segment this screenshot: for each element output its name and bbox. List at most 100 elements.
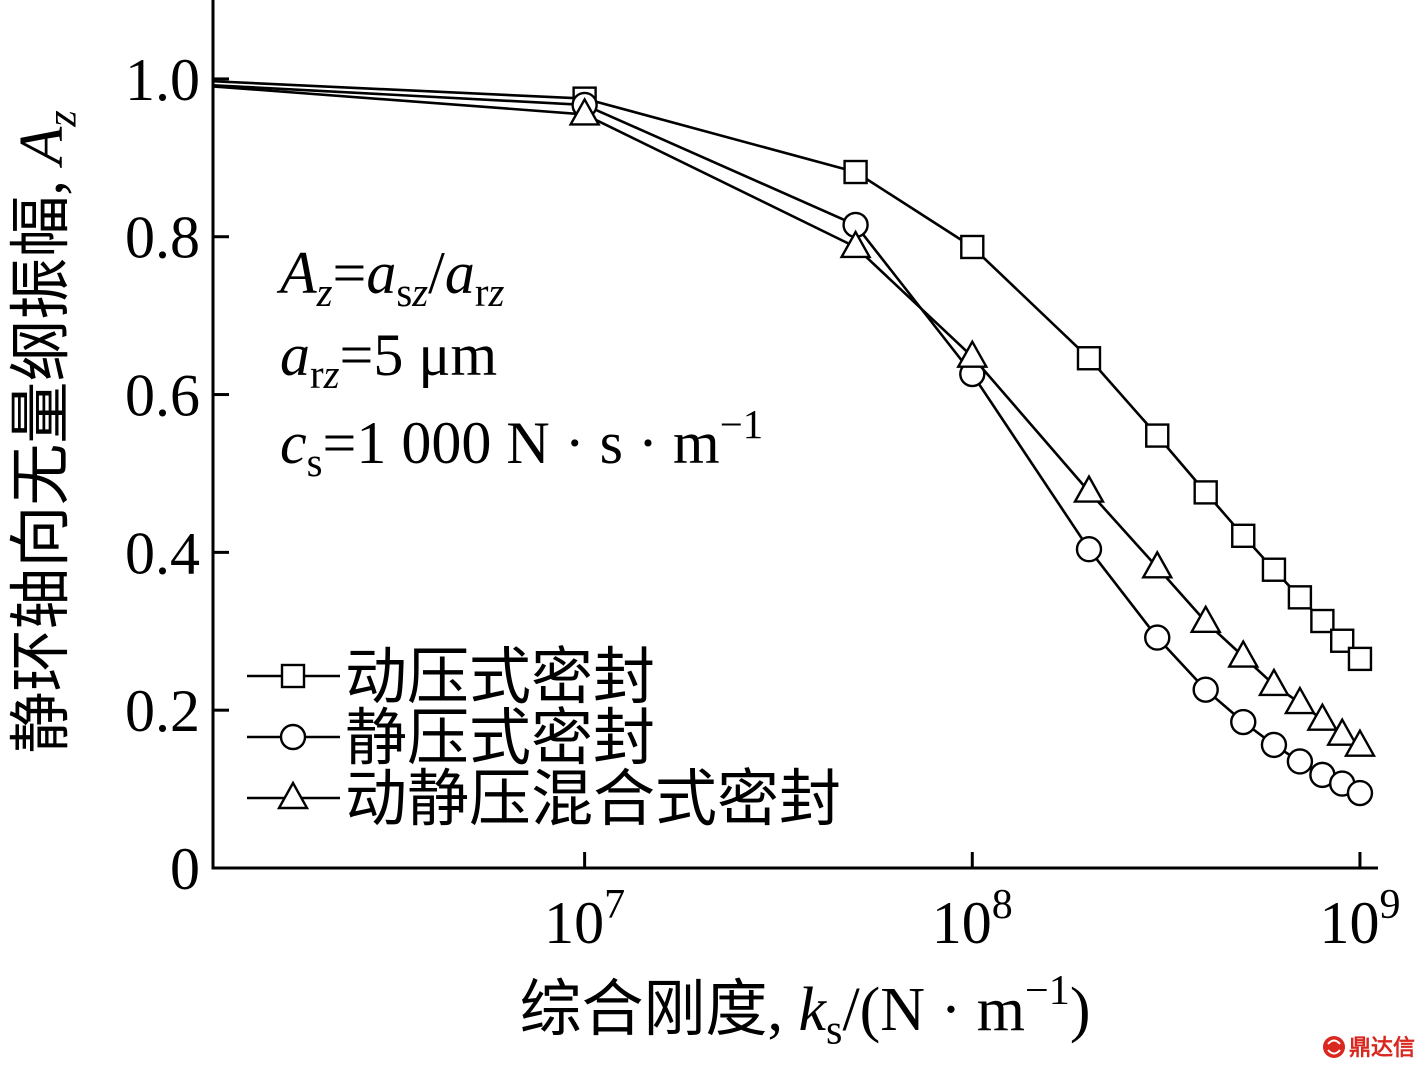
annotation-line: Az=asz/arz (276, 240, 504, 315)
data-point-square (1076, 346, 1102, 371)
label-text-segment: k (798, 976, 827, 1044)
y-tick-label: 0.8 (125, 205, 200, 271)
data-point-square (1287, 585, 1313, 610)
subscript-text: z (487, 270, 504, 315)
legend-entry: 动压式密封 (247, 644, 655, 712)
y-axis-label: 静环轴向无量纲振幅, Az (8, 110, 86, 753)
data-point-circle (1260, 731, 1288, 759)
data-point-triangle (568, 96, 601, 126)
label-text-segment: =1 000 N · s · m (323, 410, 720, 476)
data-point-triangle (1189, 604, 1222, 634)
watermark-logo-mark (1327, 1039, 1341, 1055)
label-text-segment: /(N · m (842, 976, 1025, 1044)
series-circle (213, 83, 1374, 807)
data-point-circle (1230, 708, 1257, 736)
subscript-text: r (475, 270, 489, 315)
label-text-segment: A (276, 240, 317, 306)
subscript-text: s (307, 440, 323, 485)
legend-label: 静压式密封 (345, 705, 655, 773)
data-point-square (1193, 480, 1218, 505)
series-square (213, 79, 1373, 672)
data-point-triangle (956, 339, 989, 368)
watermark: 鼎达信 (1323, 1035, 1415, 1061)
data-point-triangle (1283, 685, 1316, 715)
data-point-square (1330, 628, 1355, 653)
label-text-segment: a (366, 240, 396, 306)
data-point-square (1145, 423, 1170, 448)
data-point-square (843, 159, 868, 185)
subscript-text: r (310, 352, 324, 397)
label-text-segment: / (428, 240, 445, 306)
data-point-circle (1346, 779, 1374, 807)
data-point-square (1231, 523, 1256, 548)
legend-marker-triangle (276, 780, 310, 810)
subscript-text: s (826, 1007, 842, 1054)
legend-label: 动静压混合式密封 (345, 766, 841, 834)
annotation-line: arz=5 μm (280, 322, 497, 397)
data-point-triangle (1227, 639, 1260, 668)
subscript-text: z (411, 270, 428, 315)
x-tick-label-base: 10 (1319, 890, 1379, 956)
x-tick-label-exponent: 7 (604, 882, 625, 928)
x-tick-label-base: 10 (544, 890, 604, 956)
data-point-circle (1075, 536, 1103, 563)
label-text-segment: a (445, 240, 475, 306)
legend-marker-circle (279, 723, 307, 751)
series-triangle (213, 85, 1377, 757)
data-point-square (1261, 557, 1287, 582)
label-text-segment: 静环轴向无量纲振幅, (8, 165, 76, 754)
annotation-line: cs=1 000 N · s · m−1 (280, 402, 763, 485)
label-text-segment: c (280, 410, 307, 476)
data-point-square (1310, 608, 1335, 634)
legend-entry: 动静压混合式密封 (247, 766, 841, 834)
subscript-text: z (316, 270, 333, 315)
axes (211, 0, 1378, 870)
y-tick-label: 0.2 (125, 678, 200, 744)
subscript-text: s (396, 270, 412, 315)
watermark-text: 鼎达信 (1349, 1035, 1415, 1061)
y-tick-label: 0.6 (125, 363, 200, 429)
subscript-text: z (39, 110, 86, 127)
watermark-logo-circle (1323, 1036, 1345, 1058)
x-tick-label: 107 (544, 882, 625, 956)
data-point-square (1347, 646, 1373, 672)
label-text-segment: =5 μm (339, 322, 497, 388)
x-tick-label-base: 10 (932, 890, 992, 956)
subscript-text: z (323, 352, 340, 397)
series-layer (213, 79, 1377, 807)
x-tick-label-exponent: 9 (1379, 882, 1400, 928)
data-point-square (960, 234, 985, 260)
label-text-segment: A (8, 126, 76, 169)
label-text-segment: a (280, 322, 310, 388)
y-tick-label: 0 (170, 836, 200, 902)
data-point-triangle (1257, 667, 1290, 697)
x-axis-label: 综合刚度, ks/(N · m−1) (519, 967, 1090, 1054)
label-text-segment: ) (1070, 976, 1091, 1044)
data-point-circle (1286, 748, 1314, 775)
data-point-triangle (839, 229, 872, 259)
label-text-segment: 综合刚度, (519, 976, 798, 1044)
legend-entry: 静压式密封 (247, 705, 655, 773)
data-point-circle (1144, 624, 1171, 651)
x-tick-label: 108 (932, 882, 1013, 956)
data-point-triangle (1343, 728, 1377, 757)
superscript-text: −1 (1025, 967, 1070, 1014)
label-text-segment: = (333, 240, 367, 306)
watermark-logo-icon (1323, 1036, 1345, 1058)
legend-marker-square (280, 663, 306, 689)
y-tick-label: 0.4 (125, 520, 200, 586)
superscript-text: −1 (720, 402, 763, 447)
data-point-triangle (1306, 702, 1339, 731)
legend-label: 动压式密封 (345, 644, 655, 712)
data-point-triangle (1072, 474, 1106, 503)
x-tick-label: 109 (1319, 882, 1400, 956)
data-point-triangle (1326, 717, 1359, 746)
data-point-triangle (1141, 549, 1174, 579)
x-tick-label-exponent: 8 (992, 882, 1013, 928)
y-tick-label: 1.0 (125, 47, 200, 113)
